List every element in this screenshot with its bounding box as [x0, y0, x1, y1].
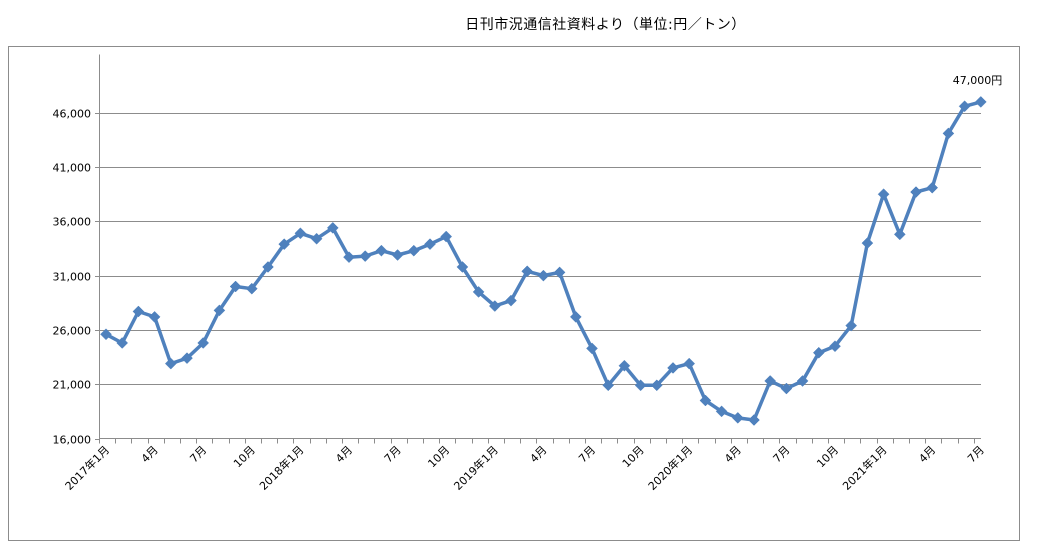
data-point: [294, 227, 307, 240]
y-tick-label: 36,000: [53, 216, 92, 229]
x-tick-label: 4月: [722, 443, 744, 465]
data-label-last-value: 47,000円: [953, 74, 1003, 87]
series-line: [104, 100, 983, 422]
data-point: [812, 346, 825, 359]
data-point: [132, 305, 145, 318]
x-tick-label: 2017年1月: [62, 443, 112, 493]
x-tick-labels: 2017年1月 4月 7月 10月 2018年1月 4月 7月 10月 2019年1月 4月 7月 1…: [62, 443, 987, 493]
y-tick-label: 31,000: [53, 271, 92, 284]
gridlines: [99, 113, 981, 385]
data-point: [440, 230, 453, 243]
data-point: [375, 244, 388, 257]
x-tick-label: 4月: [139, 443, 161, 465]
data-point: [343, 251, 355, 264]
x-tick-label: 7月: [771, 443, 793, 465]
data-point: [407, 244, 420, 257]
y-tick-label: 41,000: [53, 162, 92, 175]
data-point: [586, 342, 598, 355]
x-tick-label: 10月: [814, 443, 841, 470]
y-tick-label: 26,000: [53, 325, 92, 338]
data-point: [683, 357, 696, 370]
data-point: [699, 394, 712, 407]
chart-source-note: 日刊市況通信社資料より（単位:円／トン）: [465, 17, 746, 33]
x-tick-label: 2021年1月: [840, 443, 890, 493]
data-point: [229, 280, 242, 293]
data-point: [213, 304, 226, 317]
data-point: [278, 238, 291, 251]
x-tick-label: 7月: [965, 443, 987, 465]
data-point: [148, 311, 161, 323]
data-point: [359, 250, 372, 262]
x-tick-label: 2018年1月: [256, 443, 306, 493]
x-tick-label: 10月: [231, 443, 258, 470]
axes: [95, 54, 981, 444]
y-tick-label: 16,000: [53, 434, 92, 447]
x-tick-label: 4月: [333, 443, 355, 465]
data-point: [262, 261, 274, 273]
data-point: [910, 186, 922, 198]
data-point: [164, 357, 177, 370]
data-point: [926, 181, 939, 194]
x-tick-label: 7月: [187, 443, 209, 465]
data-point: [667, 362, 679, 374]
data-point: [197, 337, 210, 349]
y-tick-labels: 16,000 21,000 26,000 31,000 36,000 41,000 46,0…: [53, 108, 92, 447]
data-point: [893, 228, 906, 241]
data-point: [472, 286, 485, 298]
data-point: [116, 337, 129, 349]
data-point: [942, 127, 955, 140]
data-point: [634, 379, 647, 392]
line-chart: 16,000 21,000 26,000 31,000 36,000 41,000 46,0…: [53, 54, 1003, 493]
data-point: [488, 300, 501, 312]
x-tick-label: 10月: [620, 443, 647, 470]
x-tick-label: 2020年1月: [645, 443, 695, 493]
data-point: [731, 412, 744, 424]
data-point: [245, 282, 258, 295]
data-point: [505, 294, 517, 307]
data-point: [958, 100, 971, 113]
x-tick-label: 10月: [425, 443, 452, 470]
data-point: [861, 237, 874, 249]
data-point: [326, 222, 339, 234]
data-point: [569, 311, 582, 323]
data-point: [391, 249, 404, 261]
data-point: [829, 340, 841, 353]
data-point: [537, 269, 550, 282]
data-point: [456, 261, 469, 273]
y-tick-label: 46,000: [53, 108, 92, 121]
data-point: [521, 265, 534, 278]
x-tick-label: 7月: [382, 443, 404, 465]
data-point: [764, 375, 777, 387]
data-point: [618, 359, 631, 372]
y-tick-label: 21,000: [53, 379, 92, 392]
annotations: 47,000円: [953, 74, 1003, 87]
data-point: [877, 188, 890, 201]
chart-frame: 16,000 21,000 26,000 31,000 36,000 41,000 46,0…: [8, 46, 1020, 541]
price-series: [100, 96, 987, 426]
data-point: [715, 405, 728, 418]
data-point: [650, 379, 663, 392]
x-tick-label: 4月: [528, 443, 550, 465]
data-point: [553, 266, 566, 279]
data-point: [181, 352, 193, 365]
data-point: [602, 379, 615, 392]
data-point: [310, 232, 323, 245]
data-point: [100, 328, 112, 341]
data-point: [424, 238, 436, 251]
x-tick-label: 4月: [916, 443, 938, 465]
data-point: [748, 414, 760, 426]
x-tick-label: 7月: [576, 443, 598, 465]
data-point: [796, 375, 809, 387]
x-tick-label: 2019年1月: [451, 443, 501, 493]
data-point: [974, 96, 987, 108]
data-point: [845, 319, 858, 332]
data-point: [780, 382, 793, 395]
